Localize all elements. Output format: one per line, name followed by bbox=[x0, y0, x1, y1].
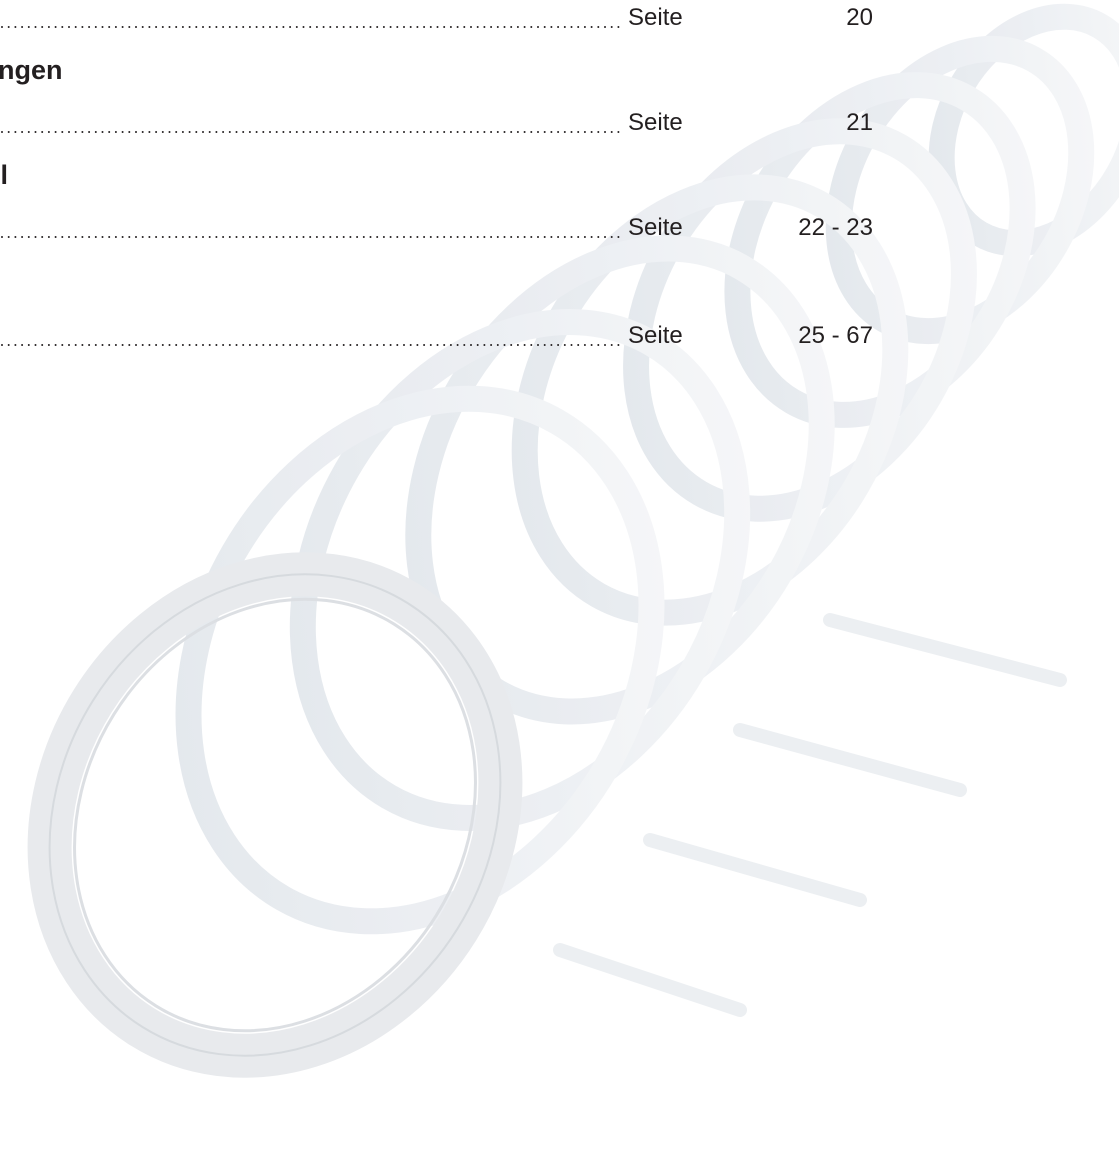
section-heading: ngen bbox=[0, 55, 63, 85]
page-number: 22 - 23 bbox=[798, 214, 873, 241]
dot-leader bbox=[1, 236, 621, 238]
toc-entry: Seite 22 - 23 bbox=[0, 210, 1119, 246]
page-label: Seite bbox=[628, 109, 683, 136]
page-number: 20 bbox=[846, 4, 873, 31]
toc-entry: Seite 20 bbox=[0, 0, 1119, 36]
dot-leader bbox=[1, 131, 621, 133]
page-label: Seite bbox=[628, 4, 683, 31]
dot-leader bbox=[1, 26, 621, 28]
section-heading: hl bbox=[0, 160, 8, 190]
page-label: Seite bbox=[628, 214, 683, 241]
page-number: 21 bbox=[846, 109, 873, 136]
toc-entry: Seite 25 - 67 bbox=[0, 318, 1119, 354]
toc-entry: Seite 21 bbox=[0, 105, 1119, 141]
page-number: 25 - 67 bbox=[798, 322, 873, 349]
dot-leader bbox=[1, 344, 621, 346]
page-label: Seite bbox=[628, 322, 683, 349]
